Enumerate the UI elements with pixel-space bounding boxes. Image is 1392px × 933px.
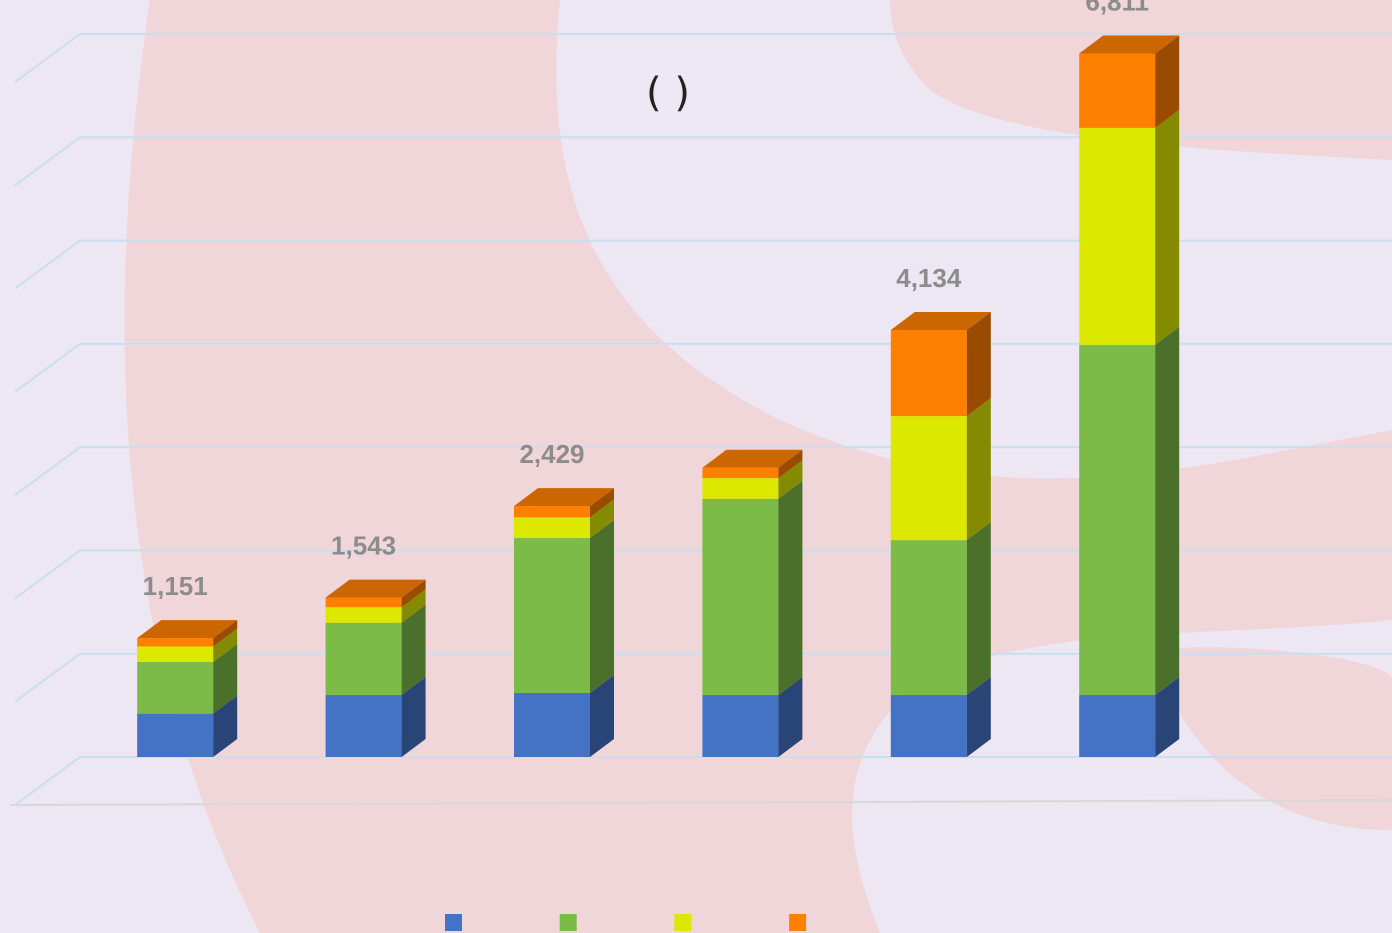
total-label: 6,811 (1085, 0, 1149, 16)
bar-top (1079, 35, 1180, 54)
bar-side (590, 674, 614, 757)
bar-segment (702, 467, 779, 479)
bar-side (778, 449, 803, 479)
bar-side (401, 604, 426, 696)
bar-segment (325, 607, 402, 623)
bar-segment (137, 646, 214, 662)
total-label: 1,543 (331, 531, 396, 561)
legend-swatch (445, 914, 462, 931)
bar-side (778, 480, 803, 696)
total-label: 4,134 (896, 263, 962, 293)
bar-side (401, 677, 426, 757)
bar-segment (890, 540, 967, 696)
bar-segment (1079, 344, 1156, 696)
bar-segment (702, 478, 779, 499)
legend-swatch (789, 914, 807, 931)
bar-side (590, 520, 614, 693)
bar-segment (137, 713, 214, 757)
bar-segment (514, 538, 590, 693)
floor (9, 799, 1392, 806)
bar-side (401, 589, 426, 623)
legend-swatch (559, 914, 577, 931)
bar-side (401, 579, 426, 608)
bar-segment (1079, 127, 1156, 345)
chart-title: ( ) (646, 70, 690, 116)
bar-top (514, 488, 614, 507)
bar-segment (325, 695, 402, 757)
bar-side (966, 398, 991, 541)
bar-segment (325, 597, 402, 608)
bar-side (966, 312, 991, 417)
bar-segment (514, 506, 590, 518)
bar-side (590, 499, 614, 539)
bar-segment (514, 692, 590, 757)
legend-swatch (674, 914, 692, 931)
bar-segment (137, 638, 214, 647)
bar-side (1155, 326, 1180, 696)
bar-segment (1079, 695, 1156, 757)
bar-top (890, 312, 991, 331)
bar-side (778, 677, 803, 757)
bar-top (137, 620, 238, 639)
bar-segment (325, 622, 402, 696)
grid-line-depth (14, 652, 81, 703)
bar-top (325, 579, 426, 598)
bar-top (702, 449, 803, 468)
bar-side (1155, 35, 1180, 128)
total-label: 1,151 (143, 571, 208, 601)
grid-line-depth (14, 343, 81, 393)
bar-side (1155, 109, 1180, 345)
bar-side (1155, 677, 1180, 757)
grid-line-depth (14, 33, 81, 83)
bar-segment (137, 661, 214, 714)
bar-side (213, 620, 238, 647)
grid-line-depth (14, 446, 81, 496)
bar-segment (890, 416, 967, 541)
bar-side (966, 677, 991, 757)
grid-line-depth (14, 136, 81, 187)
bar-segment (890, 330, 967, 417)
bar-segment (1079, 53, 1156, 128)
bar-side (590, 488, 614, 518)
bar-segment (890, 695, 967, 757)
total-label: 2,429 (519, 439, 584, 469)
grid-line-depth (14, 549, 81, 600)
grid-line-depth (14, 756, 81, 806)
bar-segment (702, 498, 779, 696)
bar-side (213, 643, 238, 714)
bar-segment (514, 517, 590, 539)
bar-segment (702, 695, 779, 757)
bar-side (966, 522, 991, 696)
bar-side (213, 628, 238, 662)
bar-side (213, 695, 238, 757)
bar-side (778, 460, 803, 499)
grid-line-depth (14, 239, 81, 290)
